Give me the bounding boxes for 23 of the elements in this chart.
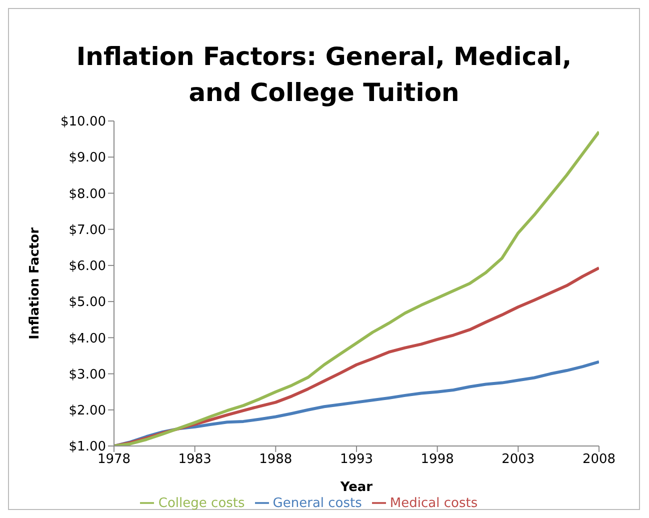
- x-tick-label: 2003: [502, 452, 535, 468]
- y-tick-label: $10.00: [60, 114, 106, 130]
- y-tick-label: $7.00: [68, 222, 106, 238]
- legend-label: Medical costs: [390, 496, 478, 511]
- y-tick-label: $9.00: [68, 150, 106, 166]
- x-tick-label: 1993: [340, 452, 374, 468]
- x-tick-label: 1983: [178, 452, 212, 468]
- y-tick-label: $8.00: [68, 186, 106, 202]
- y-tick-label: $3.00: [68, 367, 106, 382]
- y-tick-label: $5.00: [68, 295, 106, 310]
- legend-label: College costs: [158, 496, 245, 511]
- chart-title: Inflation Factors: General, Medical, and College Tuition: [75, 41, 573, 109]
- x-axis-title: Year: [339, 480, 374, 495]
- x-tick-label: 1978: [97, 452, 131, 468]
- y-tick-label: $1.00: [68, 440, 106, 455]
- x-tick-label: 2008: [582, 452, 616, 468]
- y-axis-title: Inflation Factor: [28, 226, 43, 340]
- x-tick-label: 1998: [420, 452, 454, 468]
- y-tick-label: $4.00: [68, 331, 106, 346]
- y-tick-label: $2.00: [68, 404, 106, 419]
- y-tick-label: $6.00: [68, 259, 106, 274]
- x-tick-label: 1988: [259, 452, 292, 468]
- legend-label: General costs: [272, 496, 362, 511]
